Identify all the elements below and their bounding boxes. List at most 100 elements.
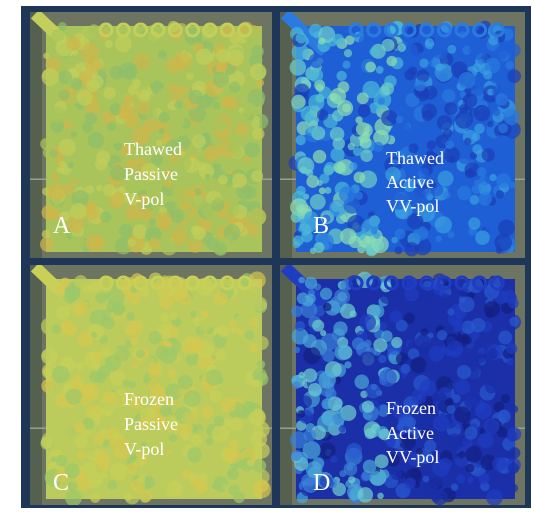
texture <box>229 81 241 93</box>
texture <box>149 50 157 58</box>
texture <box>369 47 378 56</box>
texture <box>254 336 269 350</box>
texture <box>377 492 384 500</box>
texture <box>126 323 139 337</box>
texture <box>87 449 98 461</box>
loop <box>150 275 166 291</box>
texture <box>290 198 309 217</box>
texture <box>447 231 455 239</box>
texture <box>455 423 462 430</box>
texture <box>114 315 131 332</box>
texture <box>234 122 249 137</box>
texture <box>191 134 206 149</box>
texture <box>508 447 521 459</box>
texture <box>132 224 148 239</box>
texture <box>295 134 306 146</box>
texture <box>228 439 239 449</box>
texture <box>109 103 122 116</box>
texture <box>119 62 138 80</box>
texture <box>156 419 167 430</box>
texture <box>109 165 126 181</box>
texture <box>41 436 54 449</box>
texture <box>114 35 132 53</box>
texture <box>353 171 366 184</box>
texture <box>298 371 305 379</box>
texture <box>244 330 255 340</box>
texture <box>404 69 416 81</box>
panel-label: V-pol <box>124 189 164 209</box>
texture <box>445 433 463 451</box>
texture <box>398 122 411 135</box>
texture <box>59 160 66 167</box>
texture <box>308 53 324 69</box>
texture <box>416 447 424 455</box>
texture <box>86 79 99 92</box>
texture <box>461 230 469 237</box>
texture <box>69 379 79 390</box>
texture <box>507 69 522 84</box>
texture <box>343 49 353 58</box>
texture <box>256 360 266 369</box>
texture <box>162 156 171 165</box>
texture <box>165 383 182 401</box>
texture <box>103 86 116 100</box>
texture <box>50 412 67 430</box>
texture <box>126 159 137 170</box>
texture <box>304 211 319 226</box>
texture <box>200 310 210 319</box>
texture <box>77 331 94 348</box>
texture <box>197 162 207 172</box>
texture <box>418 294 431 307</box>
loop <box>150 22 166 38</box>
field-strip <box>280 12 292 258</box>
texture <box>451 320 464 333</box>
texture <box>445 140 455 150</box>
texture <box>147 379 161 393</box>
texture <box>308 382 322 397</box>
texture <box>160 313 169 323</box>
texture <box>166 480 183 498</box>
texture <box>70 203 87 220</box>
texture <box>489 173 497 182</box>
texture <box>147 398 156 406</box>
texture <box>64 463 80 479</box>
texture <box>113 442 130 459</box>
texture <box>432 415 450 432</box>
texture <box>386 55 398 67</box>
texture <box>142 118 158 134</box>
texture <box>253 296 268 312</box>
texture <box>344 361 352 369</box>
texture <box>139 490 153 503</box>
texture <box>443 146 461 163</box>
texture <box>190 310 198 318</box>
texture <box>51 29 65 43</box>
texture <box>92 169 107 185</box>
texture <box>301 230 313 243</box>
texture <box>378 354 387 364</box>
texture <box>47 156 57 166</box>
panel <box>30 265 272 505</box>
texture <box>481 148 495 162</box>
texture <box>329 93 337 101</box>
texture <box>359 313 377 331</box>
texture <box>204 173 211 180</box>
texture <box>131 127 150 145</box>
texture <box>423 429 432 438</box>
texture <box>348 476 356 484</box>
panel-label: Passive <box>124 164 178 184</box>
panel-letter: C <box>53 470 69 496</box>
texture <box>506 357 514 366</box>
texture <box>453 39 461 46</box>
texture <box>148 331 162 345</box>
texture <box>41 229 51 239</box>
texture <box>434 216 453 234</box>
texture <box>56 305 71 320</box>
texture <box>291 43 309 61</box>
texture <box>464 393 481 410</box>
texture <box>483 70 493 80</box>
texture <box>375 66 384 74</box>
texture <box>84 56 102 74</box>
texture <box>82 417 95 430</box>
